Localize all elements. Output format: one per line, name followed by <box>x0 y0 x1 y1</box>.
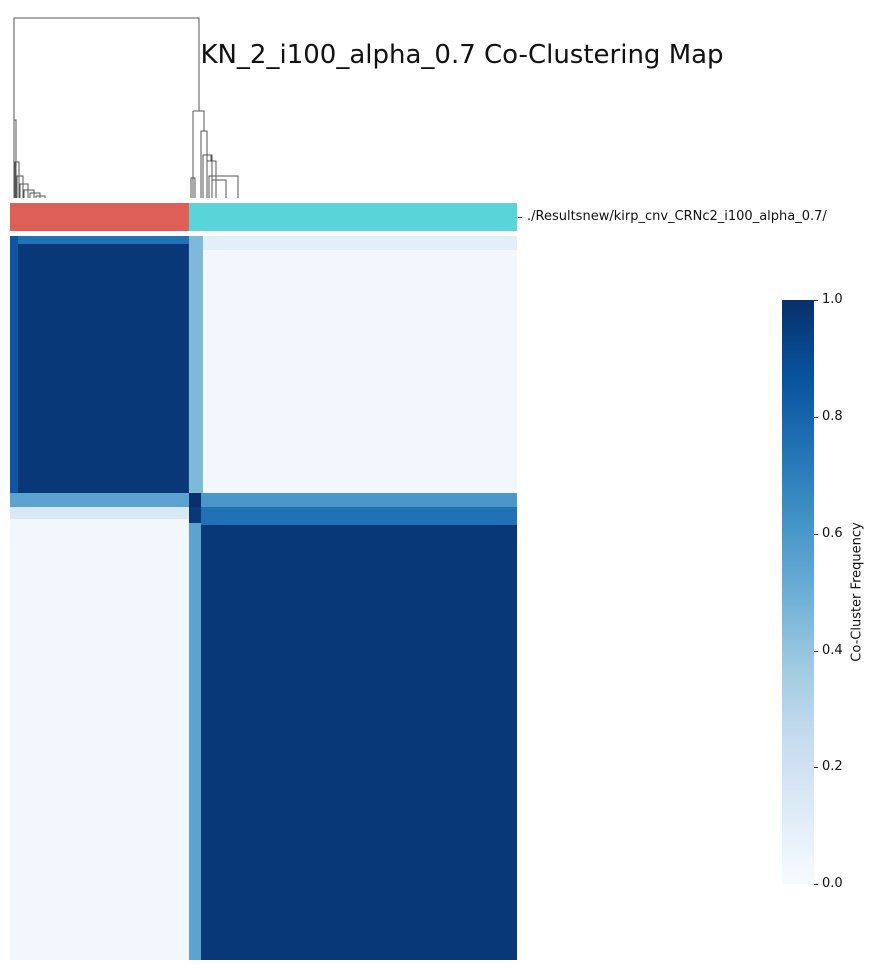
colorbar-tick-label: 0.4 <box>822 643 843 658</box>
colorbar-tick-label: 0.8 <box>822 409 843 424</box>
colorbar <box>782 300 814 884</box>
dendrogram-link <box>13 119 17 198</box>
heatmap-matrix <box>10 236 517 960</box>
boundary-column <box>188 236 203 494</box>
dendrogram-link <box>23 189 35 198</box>
colorbar-tick <box>814 534 818 535</box>
column-dendrogram <box>13 17 239 198</box>
chart-title: KN_2_i100_alpha_0.7 Co-Clustering Map <box>200 40 724 70</box>
boundary-column <box>188 523 201 960</box>
colorbar-tick <box>814 884 818 885</box>
colorbar-tick-label: 0.2 <box>822 759 843 774</box>
dendrogram-link <box>14 161 20 198</box>
colorbar-tick <box>814 651 818 652</box>
boundary-column <box>10 236 18 494</box>
annotation-cluster-2 <box>188 203 517 231</box>
cluster-annotation-bar <box>10 203 517 231</box>
dendrogram-link <box>200 130 208 198</box>
boundary-row <box>10 493 189 508</box>
colorbar-tick-label: 0.0 <box>822 876 843 891</box>
annotation-cluster-1 <box>10 203 189 231</box>
colorbar-tick <box>814 300 818 301</box>
dendrogram-link <box>16 175 24 198</box>
boundary-row <box>10 236 189 244</box>
boundary-row <box>202 236 517 250</box>
annotation-tick <box>518 217 522 218</box>
block-cluster2-cluster1 <box>10 493 189 960</box>
dendrogram-link <box>19 183 29 198</box>
colorbar-tick-label: 1.0 <box>822 292 843 307</box>
colorbar-tick-label: 0.6 <box>822 526 843 541</box>
dendrogram-link <box>13 17 200 120</box>
dendrogram-link <box>211 179 227 198</box>
colorbar-tick <box>814 767 818 768</box>
block-cluster2-cluster2 <box>188 493 517 960</box>
boundary-row <box>10 507 189 520</box>
dendrogram-link <box>35 195 46 198</box>
dendrogram-link <box>193 110 205 131</box>
colorbar-label: Co-Cluster Frequency <box>849 522 865 662</box>
dendrogram-link <box>208 175 239 198</box>
block-cluster1-cluster2 <box>188 236 517 494</box>
boundary-row <box>200 507 517 526</box>
block-cluster1-cluster1 <box>10 236 189 494</box>
annotation-label: ./Resultsnew/kirp_cnv_CRNc2_i100_alpha_0… <box>527 209 827 224</box>
colorbar-tick <box>814 417 818 418</box>
diagonal-cell <box>188 493 201 508</box>
boundary-row <box>200 493 517 508</box>
